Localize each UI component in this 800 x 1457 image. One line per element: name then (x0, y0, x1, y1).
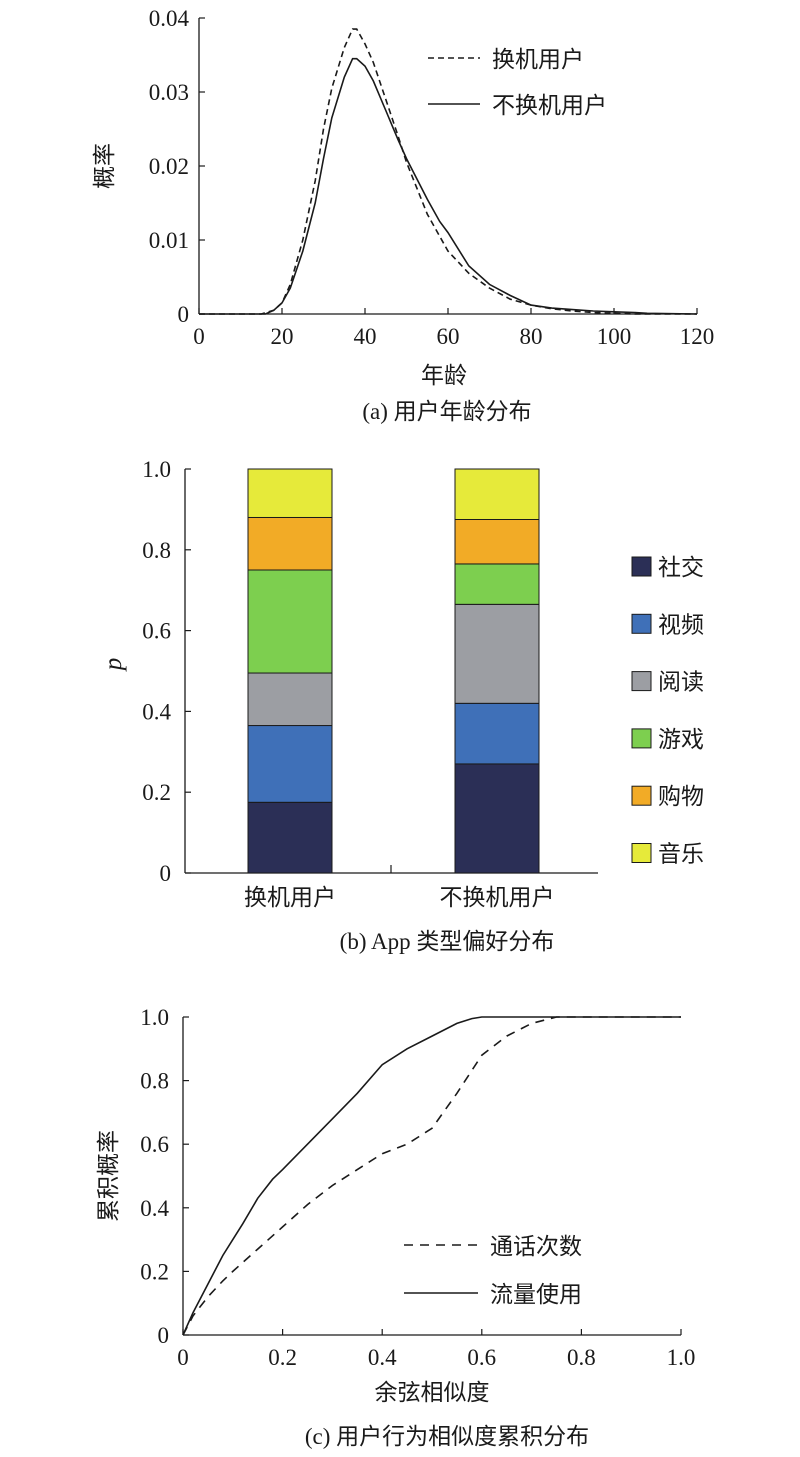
chart-c-y-tick-label: 1.0 (140, 1005, 169, 1030)
chart-b-legend-label: 购物 (658, 784, 704, 809)
chart-b-legend-label: 视频 (658, 612, 704, 637)
chart-b-y-tick-label: 0 (160, 861, 172, 886)
chart-c-x-tick-label: 1.0 (667, 1345, 696, 1370)
chart-c-x-tick-label: 0.2 (268, 1345, 297, 1370)
chart-b-legend-swatch (631, 671, 652, 692)
chart-b-legend-swatch (631, 613, 652, 634)
chart-c: 0 0.2 0.4 0.6 0.8 1.0 0 0.2 0.4 0.6 0.8 1.0 累积概率余弦相似… (96, 1005, 695, 1449)
chart-a-legend-label: 不换机用户 (492, 93, 607, 118)
chart-b-legend-label: 音乐 (658, 842, 704, 867)
chart-c-x-tick-label: 0 (177, 1345, 189, 1370)
chart-b-bar-segment (454, 519, 540, 565)
chart-a-y-axis-label: 概率 (92, 143, 117, 189)
chart-c-y-axis-label: 累积概率 (96, 1130, 121, 1222)
chart-a-y-tick-label: 0 (178, 302, 190, 327)
chart-b-legend-label: 社交 (658, 555, 704, 580)
chart-b-bar-segment (454, 603, 540, 704)
chart-b-y-tick-label: 0.2 (142, 780, 171, 805)
chart-a-x-axis-label: 年龄 (421, 363, 467, 388)
chart-c-legend-label: 通话次数 (490, 1234, 582, 1259)
chart-c-y-tick-label: 0 (158, 1323, 170, 1348)
chart-c-y-tick-label: 0.8 (140, 1069, 169, 1094)
chart-b-y-tick-label: 0.8 (142, 538, 171, 563)
chart-c-caption: (c) 用户行为相似度累积分布 (305, 1424, 589, 1449)
chart-a-x-tick-label: 80 (520, 324, 543, 349)
chart-c-y-tick-label: 0.4 (140, 1196, 169, 1221)
chart-a-x-tick-label: 40 (354, 324, 377, 349)
chart-a-x-tick-label: 120 (680, 324, 715, 349)
chart-c-legend-label: 流量使用 (490, 1282, 582, 1307)
chart-b-bar-segment (454, 468, 540, 520)
chart-b-caption: (b) App 类型偏好分布 (340, 929, 555, 954)
chart-b-category-label: 换机用户 (244, 885, 336, 910)
chart-a-x-tick-label: 60 (437, 324, 460, 349)
chart-a-x-tick-label: 20 (271, 324, 294, 349)
chart-b-legend-swatch (631, 728, 652, 749)
chart-c-series-line (182, 1016, 681, 1336)
chart-a-y-tick-label: 0.02 (149, 154, 189, 179)
chart-b-bar-segment (247, 468, 333, 518)
chart-b-bar-segment (247, 801, 333, 874)
chart-b-y-tick-label: 0.4 (142, 699, 171, 724)
chart-c-x-axis-label: 余弦相似度 (375, 1380, 490, 1405)
chart-a-y-tick-label: 0.03 (149, 80, 189, 105)
chart-a-caption: (a) 用户年龄分布 (362, 399, 531, 424)
chart-b-category-label: 不换机用户 (440, 885, 555, 910)
chart-a-x-tick-label: 0 (193, 324, 205, 349)
chart-c-y-tick-label: 0.6 (140, 1132, 169, 1157)
chart-b-bar-segment (454, 763, 540, 874)
chart-b-bar-segment (247, 672, 333, 727)
chart-a-series-line (199, 28, 697, 315)
chart-c-x-tick-label: 0.6 (467, 1345, 496, 1370)
chart-a-y-tick-label: 0.04 (149, 6, 190, 31)
chart-b-bar-segment (454, 702, 540, 765)
chart-b-legend-label: 游戏 (658, 727, 704, 752)
chart-c-series-line (182, 1016, 681, 1336)
chart-a-x-tick-label: 100 (597, 324, 632, 349)
chart-c-x-tick-label: 0.8 (567, 1345, 596, 1370)
chart-b-legend-swatch (631, 843, 652, 863)
chart-b-legend-label: 阅读 (658, 670, 704, 695)
chart-a-y-tick-label: 0.01 (149, 228, 189, 253)
chart-b-bar-segment (247, 516, 333, 571)
chart-b-legend-swatch (631, 556, 652, 577)
chart-a-legend-label: 换机用户 (492, 47, 584, 72)
chart-a-series-line (199, 57, 698, 315)
chart-b-y-tick-label: 1.0 (142, 457, 171, 482)
chart-b-y-axis-label: p (100, 658, 127, 673)
chart-c-x-tick-label: 0.4 (368, 1345, 397, 1370)
chart-b-bar-segment (247, 725, 333, 803)
chart-c-y-tick-label: 0.2 (140, 1259, 169, 1284)
chart-b-legend-swatch (631, 785, 652, 806)
chart-b-bar-segment (247, 569, 333, 674)
chart-b-y-tick-label: 0.6 (142, 619, 171, 644)
chart-b-bar-segment (454, 563, 540, 605)
